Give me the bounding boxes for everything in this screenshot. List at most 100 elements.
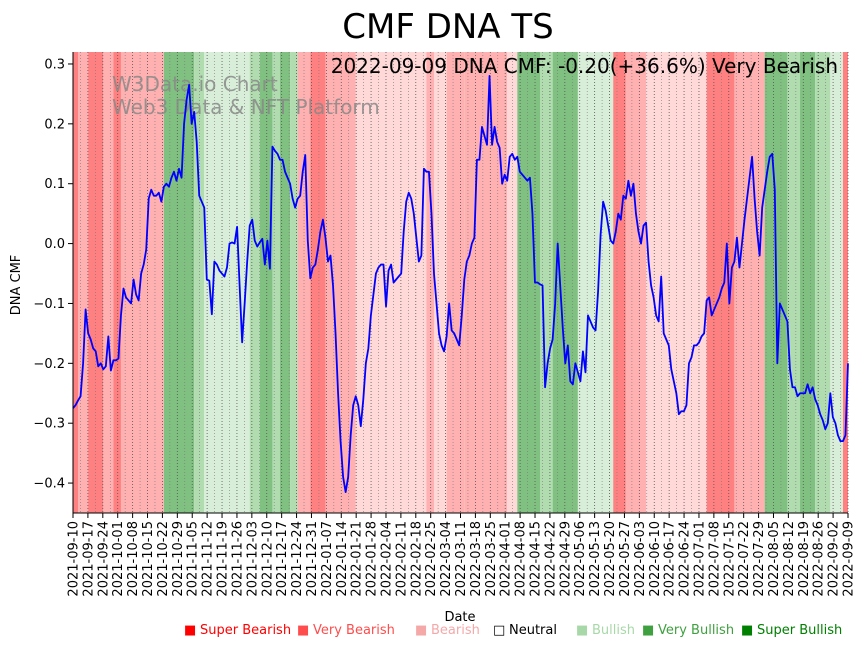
y-axis-label: DNA CMF — [9, 255, 24, 316]
x-tick-label: 2021-11-12 — [201, 521, 216, 597]
regime-band-very-bearish — [842, 52, 848, 513]
legend-marker: ■ — [297, 623, 309, 638]
x-tick-label: 2022-06-10 — [648, 521, 663, 597]
regime-band-very-bearish — [706, 52, 735, 513]
x-tick-label: 2021-12-17 — [275, 521, 290, 597]
x-tick-label: 2022-07-15 — [722, 521, 737, 597]
legend-label: Neutral — [509, 623, 557, 638]
regime-band-bearish — [625, 52, 647, 513]
x-tick-label: 2022-04-08 — [514, 521, 529, 597]
regime-band-bearish — [78, 52, 89, 513]
y-tick-label: −0.3 — [33, 417, 65, 432]
legend-label: Bullish — [592, 623, 635, 638]
y-tick-label: 0.3 — [44, 57, 65, 72]
regime-band-bearish — [297, 52, 311, 513]
x-axis-label: Date — [444, 610, 475, 625]
x-tick-label: 2021-10-01 — [111, 521, 126, 597]
y-tick-label: −0.1 — [33, 297, 65, 312]
x-tick-label: 2022-07-22 — [737, 521, 752, 597]
x-tick-label: 2021-10-15 — [141, 521, 156, 597]
vertical-dotted-lines — [72, 52, 849, 513]
legend-label: Very Bearish — [313, 623, 395, 638]
x-tick-label: 2022-01-21 — [350, 521, 365, 597]
x-tick-label: 2022-02-11 — [394, 521, 409, 597]
x-tick-label: 2021-12-03 — [245, 521, 260, 597]
legend-marker: ■ — [415, 623, 427, 638]
legend-item: ■ Super Bearish — [184, 623, 291, 638]
regime-band-light-bearish — [355, 52, 427, 513]
series-layer — [72, 75, 849, 493]
x-tick-label: 2021-10-08 — [126, 521, 141, 597]
x-tick-label: 2022-02-04 — [379, 521, 394, 597]
regime-band-bearish — [426, 52, 434, 513]
regime-band-bullish — [787, 52, 801, 513]
x-tick-label: 2021-11-26 — [230, 521, 245, 597]
y-tick-label: −0.4 — [33, 477, 65, 492]
x-tick-label: 2022-03-25 — [484, 521, 499, 597]
regime-band-bearish — [446, 52, 465, 513]
x-tick-label: 2022-08-26 — [812, 521, 827, 597]
x-tick-label: 2022-04-29 — [558, 521, 573, 597]
y-tick-label: 0.0 — [44, 237, 65, 252]
regime-band-bullish — [249, 52, 260, 513]
regime-band-bearish — [103, 52, 114, 513]
legend-item: ■ Bearish — [415, 623, 480, 638]
x-tick-label: 2022-09-02 — [827, 521, 842, 597]
series-line-dna-cmf — [72, 75, 849, 493]
regime-band-bullish — [290, 52, 298, 513]
y-tick-label: 0.2 — [44, 117, 65, 132]
legend-marker: □ — [493, 623, 505, 638]
x-tick-label: 2021-09-24 — [96, 521, 111, 597]
x-tick-label: 2022-04-22 — [543, 521, 558, 597]
x-tick-label: 2022-03-11 — [454, 521, 469, 597]
regime-band-bearish — [464, 52, 490, 513]
x-tick-label: 2022-03-04 — [439, 521, 454, 597]
x-tick-label: 2022-08-05 — [767, 521, 782, 597]
regime-band-light-bearish — [433, 52, 447, 513]
regime-band-very-bearish — [113, 52, 121, 513]
regime-band-very-bearish — [88, 52, 104, 513]
legend-marker: ■ — [576, 623, 588, 638]
legend-item: ■ Bullish — [576, 623, 635, 638]
legend-label: Super Bullish — [757, 623, 842, 638]
legend: ■ Super Bearish ■ Very Bearish ■ Bearish □ Neut… — [184, 623, 842, 638]
x-tick-label: 2022-08-19 — [797, 521, 812, 597]
regime-band-bullish — [815, 52, 831, 513]
regime-band-bearish — [120, 52, 164, 513]
regime-band-bullish — [272, 52, 281, 513]
regime-band-light-bearish — [507, 52, 518, 513]
regime-band-bearish — [734, 52, 765, 513]
x-tick-label: 2022-07-29 — [752, 521, 767, 597]
x-tick-label: 2021-09-17 — [81, 521, 96, 597]
regime-band-very-bullish — [800, 52, 816, 513]
x-tick-label: 2021-10-29 — [171, 521, 186, 597]
x-tick-label: 2022-02-25 — [424, 521, 439, 597]
legend-item: ■ Very Bearish — [297, 623, 395, 638]
status-annotation: 2022-09-09 DNA CMF: -0.20(+36.6%) Very B… — [331, 54, 838, 78]
regime-band-very-bullish — [280, 52, 291, 513]
regime-background — [73, 52, 848, 513]
x-tick-label: 2022-06-24 — [678, 521, 693, 597]
regime-band-very-bearish — [73, 52, 79, 513]
legend-label: Super Bearish — [200, 623, 291, 638]
regime-band-very-bullish — [517, 52, 541, 513]
x-tick-label: 2022-02-18 — [409, 521, 424, 597]
x-tick-label: 2022-05-06 — [573, 521, 588, 597]
regime-band-bearish — [489, 52, 508, 513]
regime-band-light-bullish — [830, 52, 843, 513]
x-tick-label: 2022-04-01 — [499, 521, 514, 597]
x-tick-label: 2021-12-24 — [290, 521, 305, 597]
x-tick-label: 2022-06-03 — [633, 521, 648, 597]
regime-band-bullish — [194, 52, 205, 513]
legend-item: ■ Super Bullish — [741, 623, 842, 638]
legend-label: Very Bullish — [658, 623, 734, 638]
x-tick-label: 2022-05-27 — [618, 521, 633, 597]
x-tick-label: 2021-12-31 — [305, 521, 320, 597]
x-tick-label: 2022-08-12 — [782, 521, 797, 597]
x-tick-label: 2022-04-15 — [529, 521, 544, 597]
regime-band-very-bullish — [259, 52, 273, 513]
x-tick-label: 2022-01-28 — [365, 521, 380, 597]
y-tick-label: 0.1 — [44, 177, 65, 192]
